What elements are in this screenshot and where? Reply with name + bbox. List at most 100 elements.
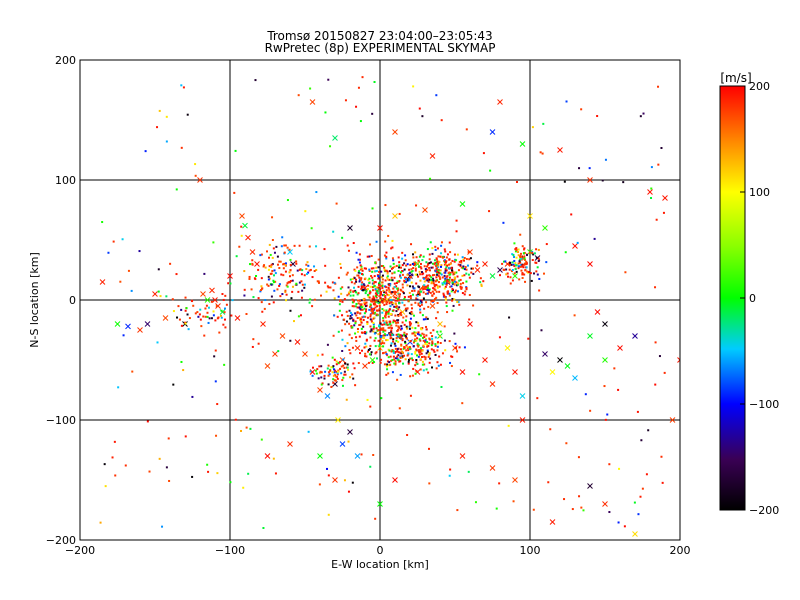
- dot-point: [323, 377, 326, 380]
- dot-point: [329, 145, 332, 148]
- dot-point: [374, 292, 377, 295]
- dot-point: [524, 280, 527, 283]
- dot-point: [379, 328, 382, 331]
- dot-point: [364, 342, 367, 345]
- dot-point: [301, 269, 304, 272]
- dot-point: [401, 251, 404, 254]
- dot-point: [436, 345, 439, 348]
- dot-point: [377, 258, 380, 261]
- dot-point: [364, 332, 367, 335]
- dot-point: [433, 259, 436, 262]
- dot-point: [434, 262, 437, 265]
- dot-point: [373, 280, 376, 283]
- dot-point: [206, 463, 209, 466]
- dot-point: [346, 294, 349, 297]
- dot-point: [222, 323, 225, 326]
- dot-point: [448, 258, 451, 261]
- dot-point: [396, 350, 399, 353]
- dot-point: [285, 299, 288, 302]
- dot-point: [437, 255, 440, 258]
- dot-point: [423, 286, 426, 289]
- dot-point: [397, 297, 400, 300]
- dot-point: [374, 261, 377, 264]
- dot-point: [371, 207, 374, 210]
- dot-point: [431, 252, 434, 255]
- dot-point: [613, 367, 616, 370]
- dot-point: [354, 289, 357, 292]
- dot-point: [372, 289, 375, 292]
- dot-point: [285, 293, 288, 296]
- cross-point: [587, 333, 593, 339]
- dot-point: [293, 320, 296, 323]
- dot-point: [378, 303, 381, 306]
- dot-point: [284, 289, 287, 292]
- dot-point: [398, 302, 401, 305]
- dot-point: [369, 304, 372, 307]
- dot-point: [289, 263, 292, 266]
- dot-point: [408, 272, 411, 275]
- dot-point: [404, 340, 407, 343]
- dot-point: [354, 269, 357, 272]
- cross-point: [482, 357, 488, 363]
- dot-point: [431, 266, 434, 269]
- dot-point: [580, 108, 583, 111]
- dot-point: [389, 305, 392, 308]
- dot-point: [249, 263, 252, 266]
- cross-point: [632, 333, 638, 339]
- dot-point: [360, 306, 363, 309]
- dot-point: [172, 310, 175, 313]
- cross-point: [324, 393, 331, 399]
- dot-point: [411, 289, 414, 292]
- dot-point: [234, 418, 237, 421]
- dot-point: [577, 456, 580, 459]
- dot-point: [450, 285, 453, 288]
- dot-point: [386, 360, 389, 363]
- dot-point: [442, 294, 445, 297]
- dot-point: [113, 440, 116, 443]
- dot-point: [448, 340, 451, 343]
- dot-point: [377, 339, 380, 342]
- dot-point: [346, 244, 349, 247]
- dot-point: [393, 305, 396, 308]
- dot-point: [604, 418, 607, 421]
- dot-point: [382, 317, 385, 320]
- dot-point: [641, 487, 644, 490]
- dot-point: [514, 262, 517, 265]
- dot-point: [327, 374, 330, 377]
- dot-point: [289, 281, 292, 284]
- dot-point: [460, 286, 463, 289]
- dot-point: [346, 366, 349, 369]
- dot-point: [409, 317, 412, 320]
- dot-point: [405, 344, 408, 347]
- dot-point: [352, 377, 355, 380]
- dot-point: [221, 293, 224, 296]
- dot-point: [488, 210, 491, 213]
- dot-point: [636, 410, 639, 413]
- dot-point: [397, 351, 400, 354]
- dot-point: [263, 307, 266, 310]
- dot-point: [341, 379, 344, 382]
- dot-point: [386, 363, 389, 366]
- dot-point: [377, 301, 380, 304]
- dot-point: [389, 313, 392, 316]
- dot-point: [524, 269, 527, 272]
- dot-point: [449, 272, 452, 275]
- dot-point: [119, 280, 122, 283]
- dot-point: [408, 327, 411, 330]
- dot-point: [337, 330, 340, 333]
- dot-point: [410, 357, 413, 360]
- dot-point: [392, 262, 395, 265]
- dot-point: [511, 253, 514, 256]
- cross-point: [437, 321, 443, 327]
- dot-point: [421, 349, 424, 352]
- dot-point: [333, 297, 336, 300]
- dot-point: [381, 278, 384, 281]
- dot-point: [416, 362, 419, 365]
- dot-point: [378, 343, 381, 346]
- dot-point: [310, 227, 313, 230]
- dot-point: [357, 258, 360, 261]
- dot-point: [406, 327, 409, 330]
- dot-point: [578, 167, 581, 170]
- dot-point: [366, 316, 369, 319]
- dot-point: [593, 237, 596, 240]
